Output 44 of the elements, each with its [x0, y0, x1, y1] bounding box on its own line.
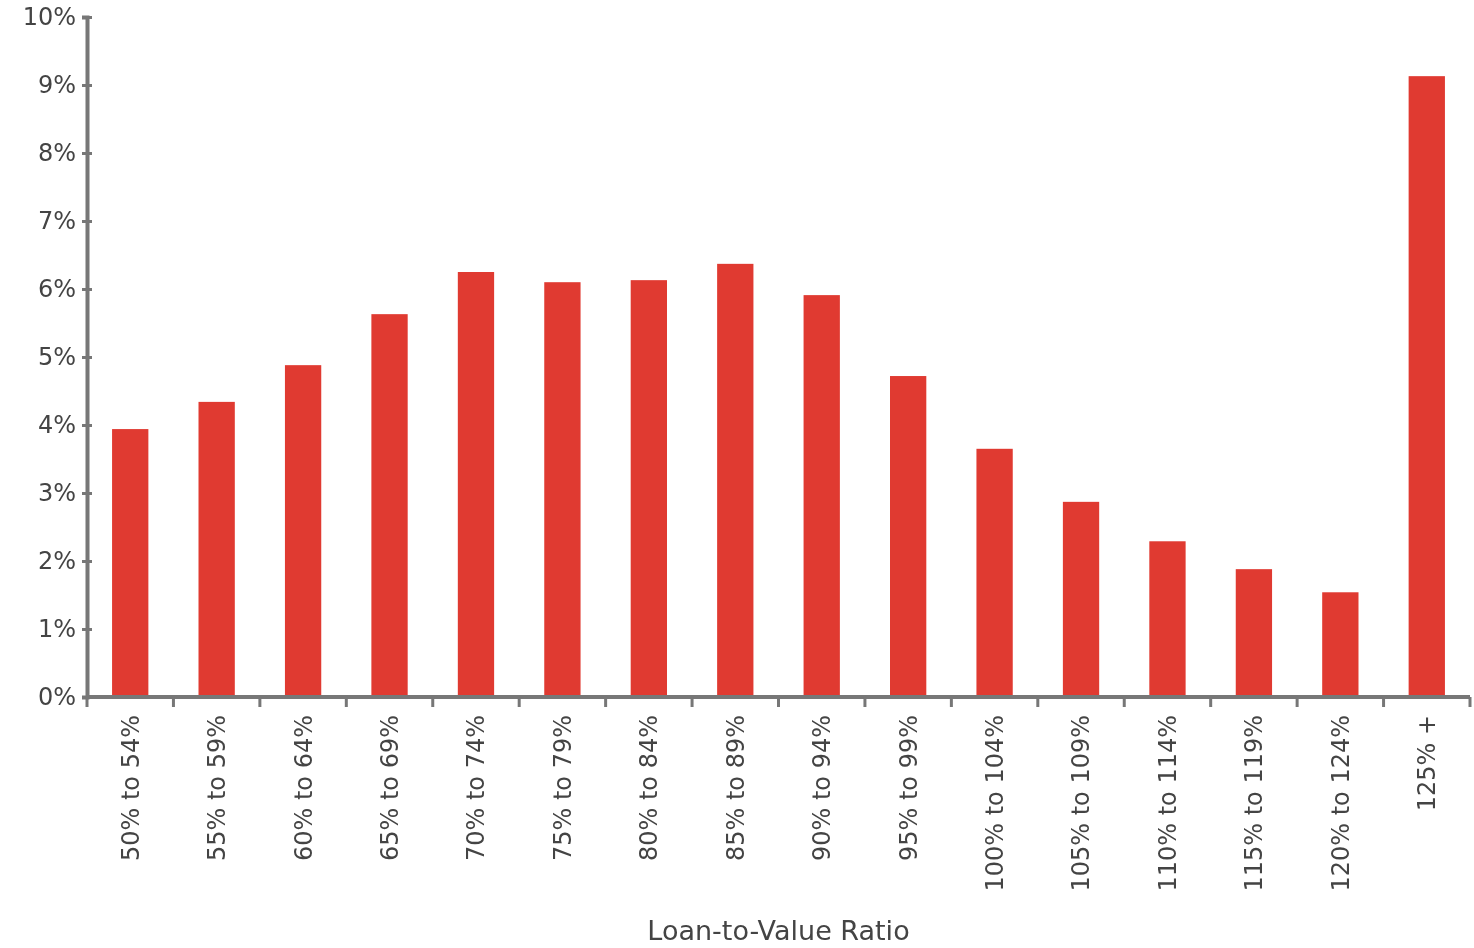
bar: [890, 376, 927, 697]
y-tick-label: 3%: [37, 479, 76, 508]
bar: [1149, 541, 1186, 697]
x-tick-label: 110% to 114%: [1153, 715, 1182, 892]
x-tick-label: 125% +: [1413, 715, 1442, 812]
x-tick-label: 55% to 59%: [203, 715, 232, 862]
x-tick-label: 85% to 89%: [721, 715, 750, 862]
y-tick-label: 6%: [37, 275, 76, 304]
y-tick-label: 10%: [22, 3, 76, 32]
y-tick-label: 7%: [37, 207, 76, 236]
bar: [803, 295, 840, 697]
y-tick-label: 2%: [37, 547, 76, 576]
x-tick-label: 90% to 94%: [808, 715, 837, 862]
y-tick-label: 0%: [37, 683, 76, 712]
x-tick-label: 115% to 119%: [1240, 715, 1269, 892]
x-tick-label: 100% to 104%: [980, 715, 1009, 892]
bar: [1408, 76, 1445, 697]
x-tick-label: 70% to 74%: [462, 715, 491, 862]
bar: [1235, 569, 1273, 697]
y-tick-label: 8%: [37, 139, 76, 168]
bar: [112, 429, 149, 697]
bar: [371, 314, 408, 697]
x-tick-label: 65% to 69%: [375, 715, 404, 862]
x-tick-label: 80% to 84%: [635, 715, 664, 862]
y-tick-label: 4%: [37, 411, 76, 440]
bar: [1062, 501, 1100, 697]
y-tick-label: 9%: [37, 71, 76, 100]
x-axis-title: Loan-to-Value Ratio: [647, 915, 910, 946]
x-tick-label: 95% to 99%: [894, 715, 923, 862]
y-tick-label: 5%: [37, 343, 76, 372]
y-tick-label: 1%: [37, 615, 76, 644]
bar: [198, 401, 235, 697]
bar: [630, 280, 667, 697]
bar: [457, 272, 495, 697]
bar: [717, 263, 754, 697]
x-tick-label: 105% to 109%: [1067, 715, 1096, 892]
x-tick-label: 120% to 124%: [1326, 715, 1355, 892]
bar: [544, 282, 581, 697]
bar: [976, 448, 1013, 697]
x-tick-label: 60% to 64%: [289, 715, 318, 862]
bar: [284, 365, 322, 697]
x-tick-label: 75% to 79%: [548, 715, 577, 862]
bar: [1322, 592, 1359, 697]
x-tick-label: 50% to 54%: [116, 715, 145, 862]
